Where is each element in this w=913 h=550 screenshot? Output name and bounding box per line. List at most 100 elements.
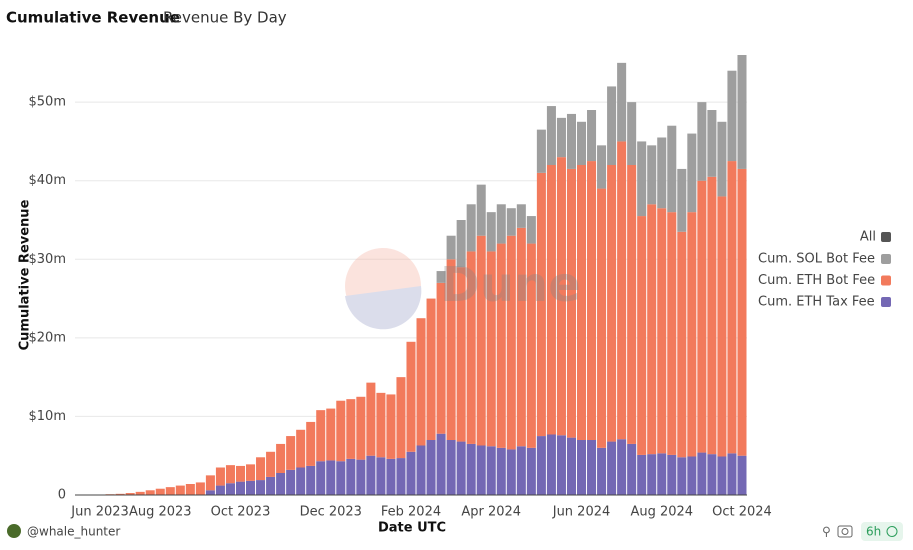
bar-segment [366, 382, 376, 456]
bar-segment [657, 137, 667, 209]
bar-segment [366, 455, 376, 495]
bar-segment [165, 487, 175, 495]
username[interactable]: @whale_hunter [27, 525, 120, 539]
legend-label[interactable]: Cum. ETH Tax Fee [758, 295, 875, 310]
bar-segment [566, 168, 576, 438]
bar-segment [516, 446, 526, 495]
icon[interactable]: ⚲ [822, 525, 831, 539]
bar-segment [496, 243, 506, 448]
bar-segment [647, 204, 657, 455]
bar-segment [376, 392, 386, 458]
bar-segment [205, 475, 215, 491]
bar-segment [587, 440, 597, 495]
tab[interactable]: Cumulative Revenue [6, 9, 180, 27]
bar-segment [416, 445, 426, 495]
legend-swatch [881, 232, 891, 242]
bar-segment [617, 62, 627, 142]
bar-segment [276, 473, 286, 495]
bar-segment [637, 141, 647, 217]
bar-segment [536, 129, 546, 173]
bar-segment [526, 447, 536, 495]
bar-segment [256, 457, 266, 481]
bar-segment [235, 465, 246, 482]
bar-segment [145, 490, 155, 495]
bar-segment [356, 459, 366, 495]
bar-segment [225, 483, 235, 495]
bar-segment [266, 451, 276, 477]
x-tick-label: Jun 2024 [552, 505, 611, 520]
bar-segment [607, 86, 617, 165]
watermark-text: Dune [440, 257, 581, 313]
bar-segment [677, 168, 687, 232]
bar-segment [416, 318, 426, 446]
legend-all[interactable]: All [860, 230, 876, 245]
bar-segment [496, 447, 506, 495]
bar-segment [446, 259, 456, 440]
bar-segment [205, 490, 215, 495]
bar-segment [526, 243, 536, 448]
bar-segment [316, 410, 326, 462]
bar-segment [135, 491, 145, 495]
bar-segment [707, 110, 717, 177]
y-tick-label: $20m [29, 330, 66, 345]
bar-segment [707, 454, 717, 495]
check-icon [886, 526, 898, 537]
bar-segment [516, 227, 526, 447]
bar-segment [326, 408, 336, 461]
y-tick-label: $50m [29, 95, 66, 110]
bar-segment [426, 298, 436, 440]
bar-segment [316, 461, 326, 495]
bar-segment [436, 433, 446, 495]
legend: Cum. SOL Bot Fee Cum. ETH Bot Fee Cum. ETH… [758, 252, 875, 310]
bar-segment [617, 141, 627, 440]
bar-segment [346, 399, 356, 459]
bar-segment [406, 451, 416, 495]
bar-segment [356, 396, 366, 460]
bar-segment [296, 429, 306, 468]
bar-segment [506, 449, 516, 495]
bar-segment [476, 184, 486, 236]
bar-segment [607, 441, 617, 495]
bar-segment [587, 161, 597, 441]
bar-segment [306, 465, 316, 495]
bar-segment [647, 454, 657, 495]
y-tick-label: $30m [29, 252, 66, 267]
legend-swatch [881, 254, 891, 264]
bar-segment [386, 458, 396, 495]
bar-segment [587, 110, 597, 162]
bar-segment [246, 480, 256, 495]
tab[interactable]: Revenue By Day [163, 9, 287, 27]
bar-segment [526, 216, 536, 244]
bar-segment [556, 435, 566, 495]
bar-segment [627, 165, 637, 444]
bar-segment [326, 460, 336, 495]
bar-segment [466, 251, 476, 444]
x-tick-label: Apr 2024 [461, 505, 521, 520]
bar-segment [667, 454, 677, 495]
bar-segment [546, 106, 556, 165]
bar-segment [536, 436, 546, 495]
icon-camera[interactable] [837, 525, 853, 538]
bar-segment [175, 485, 185, 495]
bar-segment [396, 458, 406, 495]
bar-segment [727, 70, 737, 162]
bar-segment [386, 394, 396, 459]
bar-segment [215, 485, 225, 495]
bar-segment [466, 443, 476, 495]
bar-segment [456, 220, 466, 268]
bar-segment [476, 445, 486, 495]
bar-segment [717, 121, 727, 197]
bar-segment [155, 488, 165, 495]
bar-segment [456, 267, 466, 442]
bar-segment [717, 456, 727, 495]
legend-label[interactable]: Cum. SOL Bot Fee [758, 252, 875, 267]
bar-segment [737, 455, 747, 495]
bar-segment [396, 377, 406, 459]
bar-segment [336, 400, 346, 462]
bar-segment [185, 484, 195, 495]
bar-segment [486, 251, 496, 447]
bar-segment [546, 165, 556, 435]
legend-label[interactable]: Cum. ETH Bot Fee [758, 273, 875, 288]
bar-segment [436, 271, 446, 283]
